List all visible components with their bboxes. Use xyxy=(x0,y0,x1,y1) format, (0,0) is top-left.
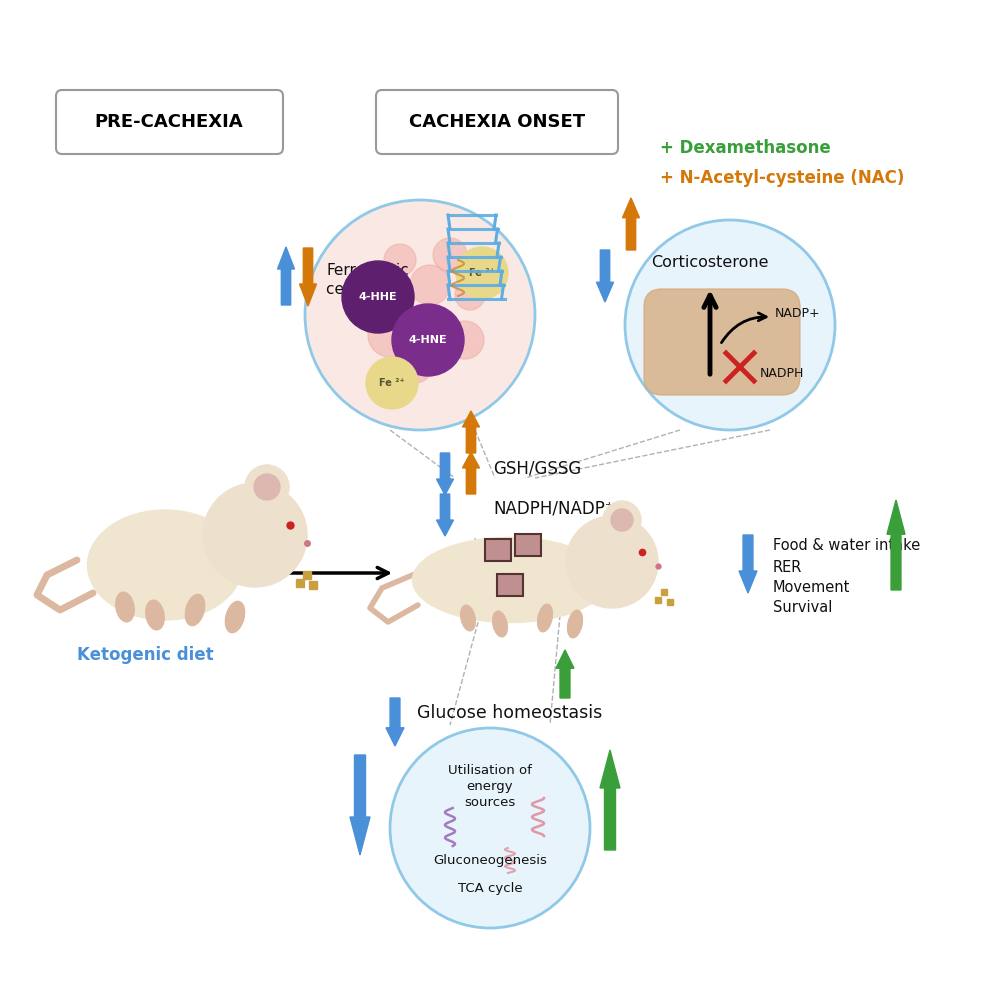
FancyBboxPatch shape xyxy=(56,90,283,154)
Circle shape xyxy=(603,501,641,539)
Ellipse shape xyxy=(538,605,553,631)
FancyArrow shape xyxy=(622,198,639,250)
Circle shape xyxy=(397,347,433,383)
Text: Survival: Survival xyxy=(773,600,833,615)
FancyArrow shape xyxy=(300,248,317,306)
Ellipse shape xyxy=(493,612,507,636)
FancyBboxPatch shape xyxy=(644,289,800,395)
Text: Movement: Movement xyxy=(773,580,851,595)
FancyArrow shape xyxy=(386,698,404,746)
FancyArrow shape xyxy=(556,650,574,698)
Text: Fe ²⁺: Fe ²⁺ xyxy=(469,268,495,278)
Circle shape xyxy=(366,357,418,409)
Circle shape xyxy=(566,516,658,608)
Text: Ferroptotic
cell death: Ferroptotic cell death xyxy=(326,263,408,298)
Circle shape xyxy=(455,280,485,310)
Circle shape xyxy=(433,238,467,272)
Circle shape xyxy=(245,465,289,509)
Circle shape xyxy=(203,483,307,587)
Text: NADPH/NADP⁺: NADPH/NADP⁺ xyxy=(493,499,614,517)
Text: NADPH: NADPH xyxy=(760,367,805,379)
Text: PRE-CACHEXIA: PRE-CACHEXIA xyxy=(95,113,243,131)
Text: Utilisation of
energy
sources: Utilisation of energy sources xyxy=(448,764,532,809)
Text: Fe ²⁺: Fe ²⁺ xyxy=(379,378,405,388)
Ellipse shape xyxy=(116,593,134,622)
FancyArrow shape xyxy=(600,750,620,850)
FancyArrow shape xyxy=(739,535,757,593)
Ellipse shape xyxy=(412,538,608,622)
Text: Corticosterone: Corticosterone xyxy=(651,255,769,270)
Text: + Dexamethasone: + Dexamethasone xyxy=(660,139,831,157)
Circle shape xyxy=(625,220,835,430)
Text: CACHEXIA ONSET: CACHEXIA ONSET xyxy=(409,113,585,131)
Circle shape xyxy=(611,509,633,531)
Circle shape xyxy=(254,474,280,500)
FancyArrow shape xyxy=(887,500,905,590)
Text: NADP+: NADP+ xyxy=(775,307,821,320)
FancyArrow shape xyxy=(436,453,453,495)
Bar xyxy=(497,574,523,596)
Text: Gluconeogenesis: Gluconeogenesis xyxy=(433,854,547,867)
Ellipse shape xyxy=(185,595,204,625)
Text: 4-HHE: 4-HHE xyxy=(359,292,397,302)
FancyBboxPatch shape xyxy=(376,90,618,154)
FancyArrow shape xyxy=(278,247,295,305)
Text: 4-HNE: 4-HNE xyxy=(408,335,447,345)
Circle shape xyxy=(305,200,535,430)
Text: Ketogenic diet: Ketogenic diet xyxy=(77,646,213,664)
Text: TCA cycle: TCA cycle xyxy=(458,881,522,894)
Circle shape xyxy=(347,287,383,323)
Ellipse shape xyxy=(88,510,242,620)
Ellipse shape xyxy=(225,602,245,632)
Bar xyxy=(515,534,541,556)
FancyArrow shape xyxy=(462,411,479,453)
FancyArrow shape xyxy=(436,494,453,536)
FancyArrow shape xyxy=(462,452,479,494)
Circle shape xyxy=(390,728,590,928)
Circle shape xyxy=(342,261,414,333)
Ellipse shape xyxy=(145,601,164,629)
FancyArrow shape xyxy=(597,250,614,302)
Text: Glucose homeostasis: Glucose homeostasis xyxy=(417,704,603,722)
FancyArrow shape xyxy=(350,755,370,855)
Circle shape xyxy=(392,304,464,376)
Circle shape xyxy=(410,265,450,305)
Text: Food & water intake: Food & water intake xyxy=(773,538,920,553)
Circle shape xyxy=(456,247,508,299)
Circle shape xyxy=(368,313,412,357)
Ellipse shape xyxy=(460,606,475,630)
Circle shape xyxy=(384,244,416,276)
Circle shape xyxy=(446,321,484,359)
Bar xyxy=(485,539,511,561)
Ellipse shape xyxy=(568,611,583,637)
Text: GSH/GSSG: GSH/GSSG xyxy=(493,459,582,477)
Text: RER: RER xyxy=(773,560,803,575)
Text: + N-Acetyl-cysteine (NAC): + N-Acetyl-cysteine (NAC) xyxy=(660,169,904,187)
